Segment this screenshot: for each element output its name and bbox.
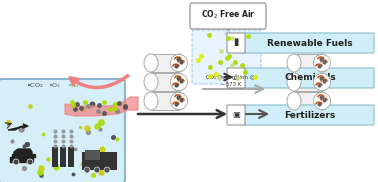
FancyBboxPatch shape <box>227 105 245 125</box>
Text: △: △ <box>233 72 239 82</box>
Text: Chemicals: Chemicals <box>284 74 336 82</box>
Bar <box>68 147 74 167</box>
Bar <box>85 150 100 160</box>
FancyBboxPatch shape <box>244 68 374 88</box>
Bar <box>294 73 322 91</box>
Ellipse shape <box>287 73 301 91</box>
Ellipse shape <box>287 54 301 72</box>
Bar <box>82 152 117 170</box>
Circle shape <box>104 167 110 173</box>
Circle shape <box>170 54 187 72</box>
Circle shape <box>313 74 330 91</box>
Circle shape <box>170 92 187 110</box>
Text: ▣: ▣ <box>232 110 240 118</box>
Bar <box>151 73 179 91</box>
Bar <box>294 54 322 72</box>
Ellipse shape <box>315 73 329 91</box>
Bar <box>52 147 58 167</box>
Ellipse shape <box>172 54 186 72</box>
FancyArrowPatch shape <box>203 85 263 93</box>
Text: CO$_2$ Free Air: CO$_2$ Free Air <box>201 9 256 21</box>
Bar <box>294 92 322 110</box>
Circle shape <box>84 167 90 173</box>
Polygon shape <box>14 149 32 157</box>
Ellipse shape <box>144 92 158 110</box>
Circle shape <box>94 167 100 173</box>
Circle shape <box>313 54 330 72</box>
FancyBboxPatch shape <box>227 68 245 88</box>
Ellipse shape <box>144 54 158 72</box>
FancyBboxPatch shape <box>192 30 261 84</box>
Circle shape <box>13 159 19 165</box>
Text: CO₂ Desorption @
~373 K: CO₂ Desorption @ ~373 K <box>206 75 256 87</box>
FancyArrowPatch shape <box>224 74 231 80</box>
Text: $\bullet$O$_2$: $\bullet$O$_2$ <box>48 82 62 90</box>
Circle shape <box>27 159 33 165</box>
Ellipse shape <box>144 73 158 91</box>
Polygon shape <box>8 124 28 130</box>
Bar <box>151 54 179 72</box>
FancyBboxPatch shape <box>190 3 266 29</box>
Circle shape <box>170 74 187 91</box>
FancyBboxPatch shape <box>244 105 374 125</box>
Text: ▮: ▮ <box>233 37 239 47</box>
FancyArrowPatch shape <box>243 110 267 118</box>
Ellipse shape <box>172 92 186 110</box>
Polygon shape <box>10 154 35 162</box>
FancyBboxPatch shape <box>227 33 245 53</box>
Bar <box>60 147 66 167</box>
FancyArrowPatch shape <box>70 76 128 88</box>
Ellipse shape <box>172 73 186 91</box>
Ellipse shape <box>287 92 301 110</box>
Ellipse shape <box>315 92 329 110</box>
Circle shape <box>313 92 330 110</box>
Bar <box>151 92 179 110</box>
Text: Renewable Fuels: Renewable Fuels <box>267 39 353 48</box>
Text: $\bullet$N$_2$: $\bullet$N$_2$ <box>67 82 79 90</box>
FancyBboxPatch shape <box>0 79 125 182</box>
FancyArrowPatch shape <box>138 110 225 118</box>
Ellipse shape <box>315 54 329 72</box>
Text: Fertilizers: Fertilizers <box>284 110 336 120</box>
FancyBboxPatch shape <box>244 33 374 53</box>
Polygon shape <box>65 97 138 116</box>
Text: $\bullet$CO$_2$: $\bullet$CO$_2$ <box>26 82 44 90</box>
